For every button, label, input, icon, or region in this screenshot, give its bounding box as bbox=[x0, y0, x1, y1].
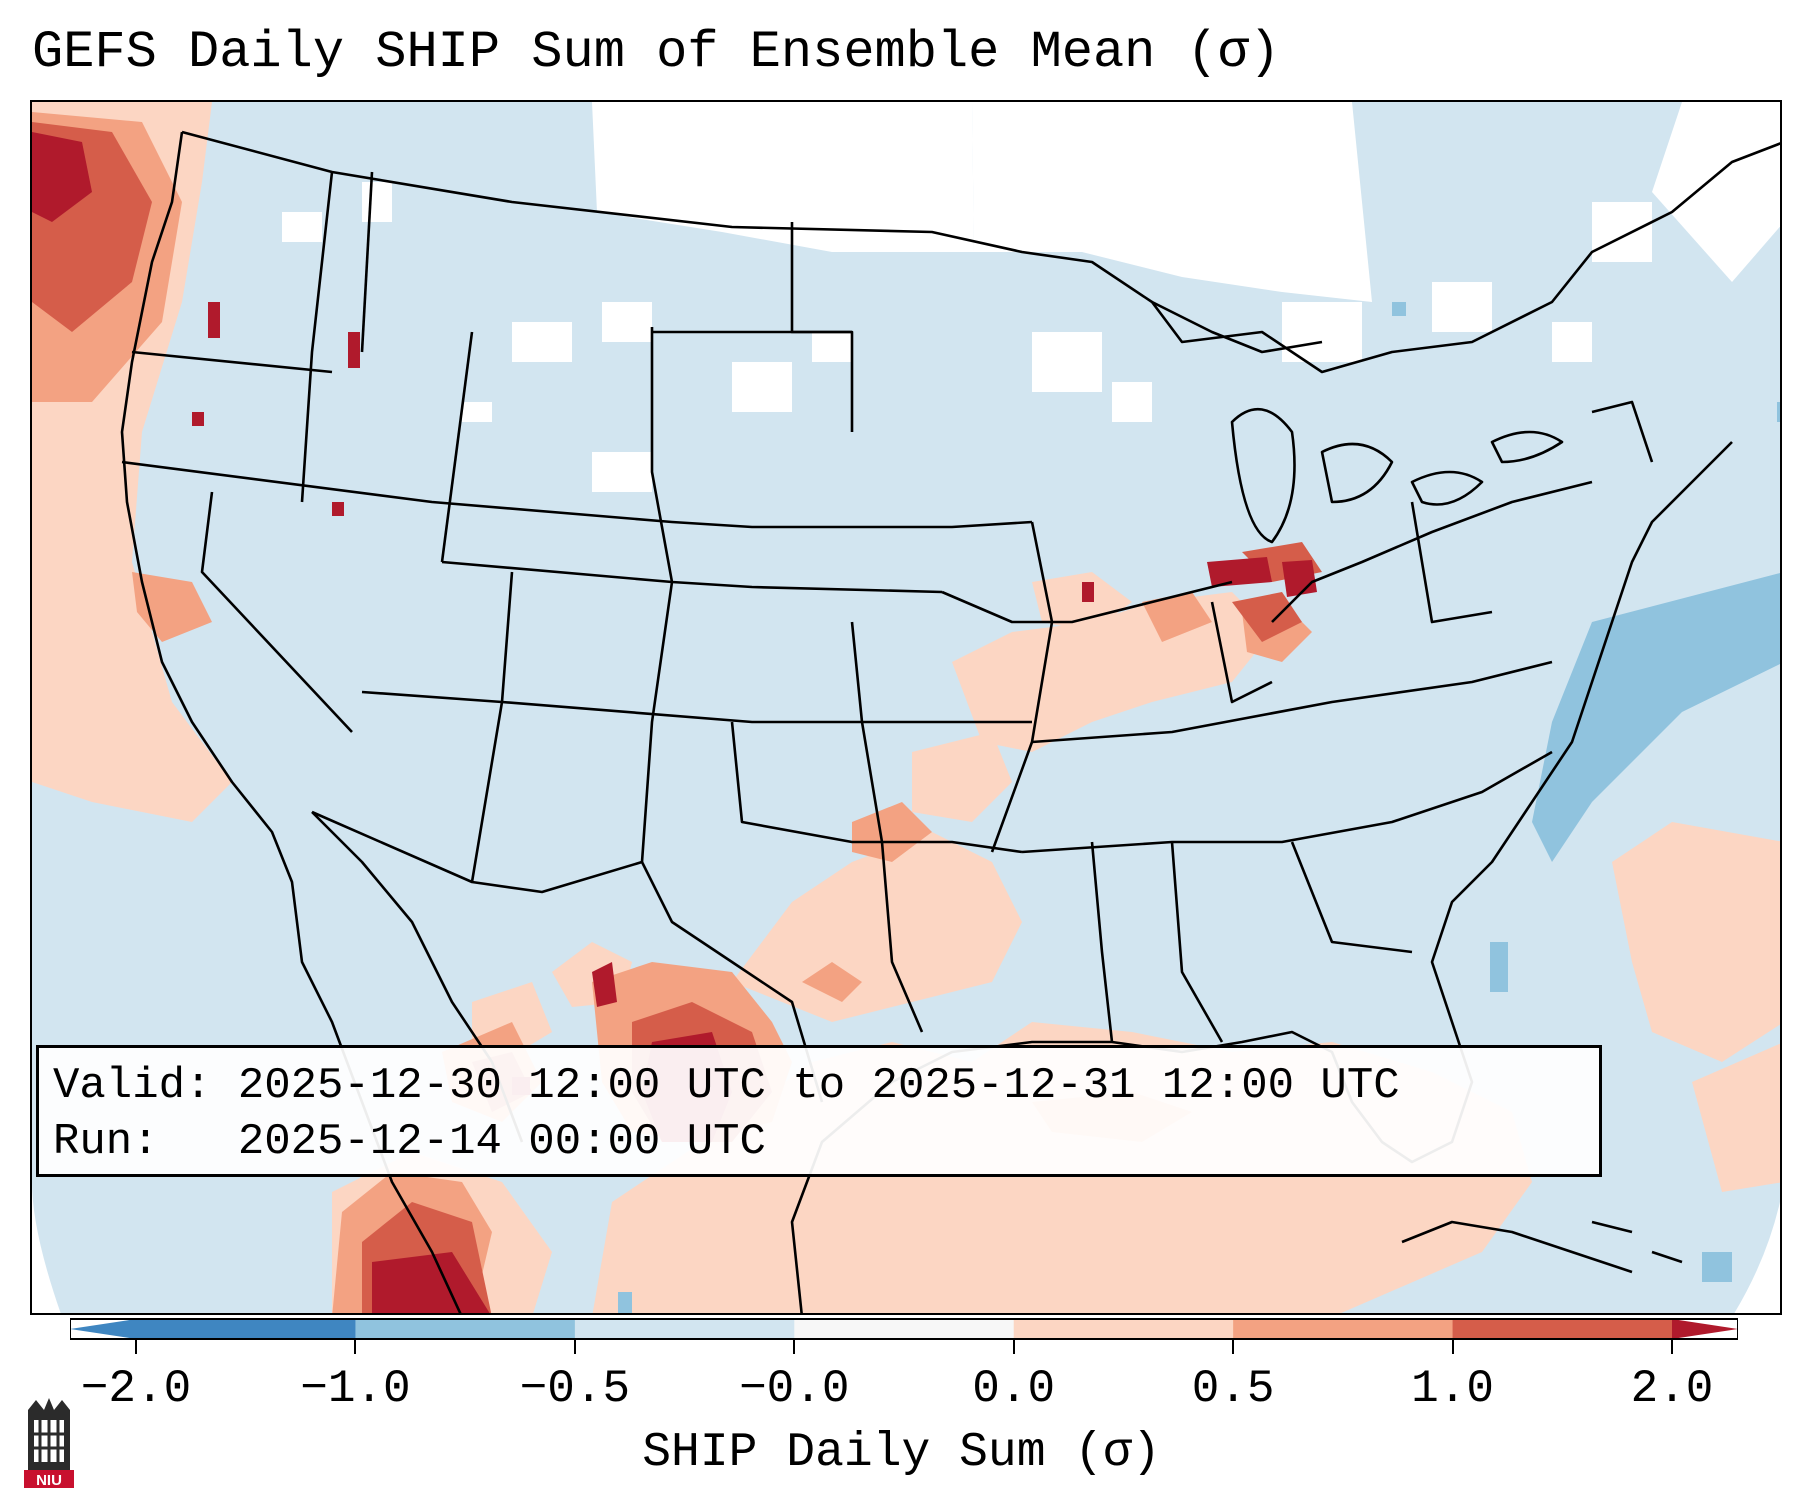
niu-logo: NIU bbox=[24, 1398, 74, 1489]
colorbar-bin bbox=[794, 1319, 1015, 1339]
colorbar-tick bbox=[573, 1340, 576, 1354]
colorbar-bin bbox=[136, 1319, 356, 1339]
negative-anomaly bbox=[618, 302, 1780, 1313]
colorbar-ticks: −2.0 −1.0 −0.5 −0.0 0.0 0.5 1.0 2.0 bbox=[0, 1340, 1803, 1414]
colorbar-tick bbox=[1671, 1340, 1673, 1354]
colorbar-extend-high bbox=[1672, 1319, 1738, 1339]
run-value: 2025-12-14 00:00 UTC bbox=[237, 1117, 766, 1167]
colorbar-tick-label: −0.5 bbox=[519, 1363, 631, 1415]
colorbar-bin bbox=[1013, 1319, 1234, 1339]
validity-info-box: Valid: 2025-12-30 12:00 UTC to 2025-12-3… bbox=[36, 1045, 1602, 1177]
colorbar-tick-label: −0.0 bbox=[739, 1363, 850, 1415]
run-label: Run: bbox=[53, 1117, 159, 1167]
colorbar-tick-label: −1.0 bbox=[300, 1363, 411, 1415]
no-data-regions bbox=[32, 102, 1780, 1313]
colorbar-bin bbox=[1233, 1319, 1454, 1339]
logo-badge bbox=[24, 1470, 74, 1488]
colorbar-bin bbox=[1452, 1319, 1673, 1339]
colorbar-bin bbox=[574, 1319, 795, 1339]
boundaries bbox=[120, 130, 1780, 1313]
chart-title: GEFS Daily SHIP Sum of Ensemble Mean (σ) bbox=[32, 23, 1281, 82]
logo-text: NIU bbox=[36, 1472, 62, 1489]
colorbar-tick-label: 1.0 bbox=[1411, 1363, 1494, 1415]
run-row: Run: 2025-12-14 00:00 UTC bbox=[53, 1114, 1585, 1170]
colorbar-tick bbox=[135, 1340, 137, 1354]
colorbar-tick bbox=[793, 1340, 796, 1354]
valid-label: Valid: bbox=[53, 1061, 212, 1111]
colorbar-bin bbox=[355, 1319, 576, 1339]
valid-row: Valid: 2025-12-30 12:00 UTC to 2025-12-3… bbox=[53, 1058, 1585, 1114]
colorbar-extend-low bbox=[70, 1319, 136, 1339]
colorbar-tick-label: −2.0 bbox=[80, 1363, 192, 1415]
colorbar-tick bbox=[1012, 1340, 1015, 1354]
colorbar-label: SHIP Daily Sum (σ) bbox=[642, 1426, 1161, 1480]
colorbar-tick-label: 0.5 bbox=[1191, 1363, 1275, 1415]
valid-value: 2025-12-30 12:00 UTC to 2025-12-31 12:00… bbox=[237, 1061, 1400, 1111]
colorbar-tick bbox=[1232, 1340, 1235, 1354]
colorbar-tick-label: 0.0 bbox=[972, 1363, 1056, 1415]
colorbar-tick bbox=[354, 1340, 357, 1354]
colorbar bbox=[70, 1318, 1738, 1340]
colorbar-tick bbox=[1451, 1340, 1454, 1354]
colorbar-frame bbox=[70, 1318, 1738, 1340]
colorbar-tick-label: 2.0 bbox=[1630, 1363, 1714, 1415]
